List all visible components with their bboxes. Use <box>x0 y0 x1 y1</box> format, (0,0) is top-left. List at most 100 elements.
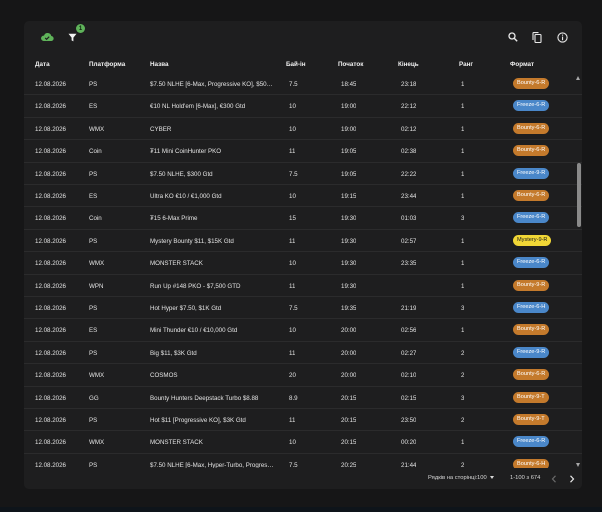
rows-per-page-label: Рядків на сторінці: <box>428 475 478 481</box>
table-row[interactable]: 12.08.2026 PS Big $11, $3K Gtd 11 20:00 02:27… <box>24 342 582 365</box>
cell-end: 02:57 <box>401 237 417 245</box>
table-row[interactable]: 12.08.2026 PS $7.50 NLHE [6-Max, Progressi… <box>24 73 582 96</box>
cell-start: 18:45 <box>341 81 357 88</box>
cell-rank: 1 <box>461 260 465 268</box>
cell-rank: 1 <box>461 193 465 200</box>
format-chip: Freeze-6-R <box>513 257 550 269</box>
cell-date: 12.08.2026 <box>35 237 66 245</box>
cell-name: COSMOS <box>150 372 178 380</box>
cell-platform: PS <box>89 170 98 178</box>
table-row[interactable]: 12.08.2026 ES Mini Thunder €10 / €10,000 G… <box>24 319 582 342</box>
table-row[interactable]: 12.08.2026 WMX CYBER 10 19:00 02:12 1 Bounty-6-… <box>24 118 582 141</box>
cell-start: 20:00 <box>341 372 357 380</box>
cell-platform: PS <box>89 461 98 468</box>
scroll-thumb[interactable] <box>576 163 581 227</box>
search-button[interactable] <box>503 27 523 47</box>
cell-platform: PS <box>89 237 98 245</box>
cell-date: 12.08.2026 <box>35 417 66 424</box>
cell-start: 19:30 <box>341 237 357 245</box>
table-row[interactable]: 12.08.2026 Coin ₮11 Mini CoinHunter PKO 11 1… <box>24 140 582 163</box>
pagination-range: 1-100 з 674 <box>510 475 541 481</box>
cell-end: 02:27 <box>401 349 417 357</box>
col-buyin-header[interactable]: Бай-ін <box>286 61 306 68</box>
scrollbar[interactable] <box>576 73 581 468</box>
cell-rank: 1 <box>461 170 465 178</box>
scroll-up-arrow[interactable] <box>576 76 580 80</box>
rows-per-page-select[interactable]: 100 <box>477 475 494 481</box>
col-start-header[interactable]: Початок <box>338 61 364 68</box>
cell-platform: WPN <box>89 282 104 290</box>
table-row[interactable]: 12.08.2026 PS Mystery Bounty $11, $15K Gtd… <box>24 230 582 253</box>
cell-end: 22:22 <box>401 170 417 178</box>
format-chip: Bounty-6-R <box>513 369 550 381</box>
cell-date: 12.08.2026 <box>35 372 66 380</box>
cell-buyin: 11 <box>289 349 296 357</box>
cell-start: 20:15 <box>341 394 357 402</box>
cell-date: 12.08.2026 <box>35 148 66 156</box>
cell-start: 19:30 <box>341 260 357 268</box>
table-row[interactable]: 12.08.2026 ES €10 NL Hold'em [6-Max], €300… <box>24 95 582 118</box>
cell-name: CYBER <box>150 125 172 133</box>
cell-platform: WMX <box>89 372 105 380</box>
cell-start: 20:15 <box>341 439 357 447</box>
format-chip: Freeze-9-R <box>513 346 550 358</box>
table-row[interactable]: 12.08.2026 WMX MONSTER STACK 10 20:15 00:20 1 F… <box>24 431 582 454</box>
cell-name: ₮11 Mini CoinHunter PKO <box>150 148 222 156</box>
format-chip: Bounty-6-H <box>513 458 550 468</box>
cell-name: Mystery Bounty $11, $15K Gtd <box>150 237 234 245</box>
format-chip: Freeze-6-R <box>513 212 550 224</box>
cell-name: $7.50 NLHE, $300 Gtd <box>150 170 213 178</box>
col-end-header[interactable]: Кінець <box>398 61 419 68</box>
col-format-header[interactable]: Формат <box>510 61 535 68</box>
cell-buyin: 10 <box>289 260 296 268</box>
col-name-header[interactable]: Назва <box>150 61 169 68</box>
table-row[interactable]: 12.08.2026 PS Hot Hyper $7.50, $1K Gtd 7.5 1… <box>24 297 582 320</box>
cell-buyin: 8.9 <box>289 394 298 402</box>
table-row[interactable]: 12.08.2026 PS $7.50 NLHE [6-Max, Hyper-Tur… <box>24 454 582 468</box>
cell-rank: 1 <box>461 327 465 335</box>
table-row[interactable]: 12.08.2026 PS $7.50 NLHE, $300 Gtd 7.5 19:05… <box>24 163 582 185</box>
scroll-down-arrow[interactable] <box>576 463 580 467</box>
copy-icon <box>532 31 542 43</box>
cell-name: $7.50 NLHE [6-Max, Progressive KO], $500… <box>150 81 276 88</box>
filter-button[interactable]: 1 <box>62 24 85 47</box>
cell-platform: ES <box>89 193 98 200</box>
cell-name: ₮15 6-Max Prime <box>150 215 198 223</box>
cell-start: 20:00 <box>341 327 357 335</box>
table-row[interactable]: 12.08.2026 Coin ₮15 6-Max Prime 15 19:30 01:0… <box>24 207 582 230</box>
cell-rank: 1 <box>461 125 465 133</box>
cell-platform: WMX <box>89 439 105 447</box>
table-row[interactable]: 12.08.2026 ES Ultra KO €10 / €1,000 Gtd 10 1… <box>24 185 582 208</box>
format-chip: Bounty-9-R <box>513 279 550 291</box>
cell-rank: 2 <box>461 461 465 468</box>
col-rank-header[interactable]: Ранг <box>459 61 474 68</box>
copy-button[interactable] <box>527 27 547 47</box>
cell-date: 12.08.2026 <box>35 103 66 111</box>
cell-buyin: 11 <box>289 148 296 156</box>
chevron-right-icon <box>570 475 575 483</box>
cell-start: 20:15 <box>341 417 357 424</box>
cell-platform: PS <box>89 349 98 357</box>
cell-rank: 2 <box>461 372 465 380</box>
table-row[interactable]: 12.08.2026 PS Hot $11 [Progressive KO], $3… <box>24 409 582 432</box>
cell-end: 23:44 <box>401 193 417 200</box>
cell-start: 19:00 <box>341 103 357 111</box>
table-row[interactable]: 12.08.2026 GG Bounty Hunters Deepstack Tur… <box>24 387 582 409</box>
table-row[interactable]: 12.08.2026 WMX COSMOS 20 20:00 02:10 2 Bounty-6… <box>24 364 582 387</box>
table-row[interactable]: 12.08.2026 WPN Run Up #148 PKO - $7,500 GT… <box>24 275 582 297</box>
table-row[interactable]: 12.08.2026 WMX MONSTER STACK 10 19:30 23:35 1 F… <box>24 252 582 275</box>
chevron-left-icon <box>551 475 556 483</box>
cloud-sync-button[interactable] <box>37 27 57 47</box>
next-page-button[interactable] <box>567 474 577 484</box>
cell-start: 20:25 <box>341 461 357 468</box>
cell-start: 19:30 <box>341 282 357 290</box>
cell-start: 19:30 <box>341 215 357 223</box>
prev-page-button[interactable] <box>549 474 559 484</box>
cell-date: 12.08.2026 <box>35 170 66 178</box>
info-button[interactable] <box>552 27 572 47</box>
chevron-down-icon <box>489 475 494 479</box>
col-platform-header[interactable]: Платформа <box>89 61 126 68</box>
col-date-header[interactable]: Дата <box>35 61 50 68</box>
format-chip: Bounty-6-R <box>513 145 550 157</box>
cell-end: 02:10 <box>401 372 417 380</box>
